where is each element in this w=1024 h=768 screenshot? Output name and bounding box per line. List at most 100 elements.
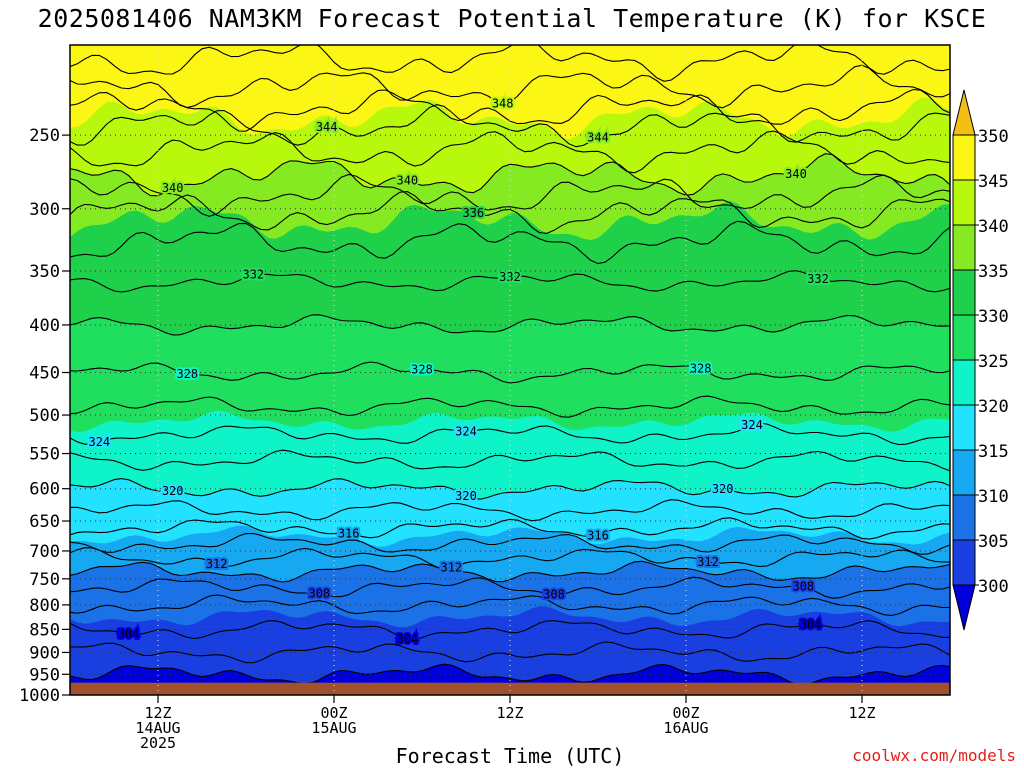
y-tick-label-650: 650 [29, 512, 60, 532]
x-tick-label-6-2: 2025 [140, 734, 176, 752]
x-tick-label-6-1: 14AUG [135, 719, 180, 737]
y-tick-label-900: 900 [29, 643, 60, 663]
colorbar-band-300 [952, 539, 976, 586]
contour-302 [70, 641, 950, 664]
contour-label-316: 316 [587, 528, 609, 542]
y-tick-label-800: 800 [29, 596, 60, 616]
y-tick-label-500: 500 [29, 406, 60, 426]
contour-label-332: 332 [499, 270, 521, 284]
contour-label-304: 304 [118, 627, 140, 641]
colorbar-label-325: 325 [978, 352, 1009, 372]
colorbar-label-305: 305 [978, 532, 1009, 552]
contour-324 [70, 422, 950, 446]
x-tick-label-30-0: 12Z [496, 704, 523, 722]
colorbar-label-345: 345 [978, 172, 1009, 192]
contour-label-328: 328 [411, 363, 433, 377]
contour-330 [70, 314, 950, 336]
y-tick-label-550: 550 [29, 445, 60, 465]
contour-312 [70, 547, 950, 569]
contour-label-344: 344 [316, 120, 338, 134]
x-tick-label-6-0: 12Z [144, 704, 171, 722]
colorbar-label-315: 315 [978, 442, 1009, 462]
contour-336 [70, 191, 950, 234]
colorbar-band-320 [952, 359, 976, 406]
colorbar-band-340 [952, 179, 976, 226]
contour-318 [70, 499, 950, 522]
y-tick-label-700: 700 [29, 542, 60, 562]
y-tick-label-750: 750 [29, 570, 60, 590]
y-tick-label-300: 300 [29, 200, 60, 220]
contour-label-332: 332 [807, 272, 829, 286]
contour-label-340: 340 [785, 167, 807, 181]
y-tick-label-600: 600 [29, 480, 60, 500]
contour-342 [70, 130, 950, 174]
contour-label-344: 344 [587, 130, 609, 144]
contour-label-308: 308 [308, 586, 330, 600]
y-tick-label-1000: 1000 [19, 686, 60, 706]
colorbar-band-330 [952, 269, 976, 316]
colorbar-label-330: 330 [978, 307, 1009, 327]
colorbar-max-arrow [952, 89, 976, 136]
colorbar-label-300: 300 [978, 577, 1009, 597]
contour-label-312: 312 [206, 557, 228, 571]
y-axis: 250 300 350 400 450 500 550 600 650 700 750 800 850 9… [19, 126, 70, 706]
contour-label-328: 328 [176, 367, 198, 381]
y-tick-label-950: 950 [29, 665, 60, 685]
colorbar-label-310: 310 [978, 487, 1009, 507]
colorbar-label-335: 335 [978, 262, 1009, 282]
contour-label-308: 308 [792, 579, 814, 593]
colorbar-band-305 [952, 494, 976, 541]
y-tick-label-350: 350 [29, 262, 60, 282]
contour-label-304: 304 [396, 632, 418, 646]
contour-label-328: 328 [690, 362, 712, 376]
colorbar-band-335 [952, 224, 976, 271]
colorbar-label-350: 350 [978, 127, 1009, 147]
contour-348 [70, 64, 950, 109]
contour-label-312: 312 [697, 555, 719, 569]
colorbar-band-315 [952, 404, 976, 451]
colorbar-min-arrow [952, 584, 976, 631]
theta-contours [70, 45, 950, 686]
contour-label-340: 340 [162, 181, 184, 195]
contour-label-312: 312 [440, 561, 462, 575]
y-tick-label-850: 850 [29, 620, 60, 640]
contour-label-320: 320 [712, 482, 734, 496]
credit-link[interactable]: coolwx.com/models [852, 746, 1016, 765]
chart-title: 2025081406 NAM3KM Forecast Potential Tem… [37, 4, 987, 33]
x-tick-label-54-0: 12Z [848, 704, 875, 722]
theta-shaded-fill [70, 45, 950, 695]
x-tick-label-18-1: 15AUG [311, 719, 356, 737]
contour-350 [70, 45, 950, 82]
contour-328 [70, 361, 950, 384]
y-tick-label-400: 400 [29, 316, 60, 336]
contour-320 [70, 478, 950, 500]
contour-label-320: 320 [455, 489, 477, 503]
y-tick-label-250: 250 [29, 126, 60, 146]
contour-304 [70, 620, 950, 641]
contour-322 [70, 449, 950, 472]
contour-332 [70, 270, 950, 293]
contour-308 [70, 576, 950, 599]
x-tick-label-42-1: 16AUG [663, 719, 708, 737]
x-tick-label-42-0: 00Z [672, 704, 699, 722]
colorbar-band-310 [952, 449, 976, 496]
contour-label-324: 324 [88, 435, 110, 449]
contour-306 [70, 594, 950, 617]
contour-346 [70, 88, 950, 132]
contour-316 [70, 517, 950, 540]
contour-label-308: 308 [543, 588, 565, 602]
x-axis-title: Forecast Time (UTC) [395, 744, 625, 768]
contour-label-348: 348 [492, 96, 514, 110]
colorbar-band-345 [952, 134, 976, 181]
contour-label-316: 316 [338, 527, 360, 541]
contour-310 [70, 560, 950, 583]
contour-label-336: 336 [462, 206, 484, 220]
colorbar-label-340: 340 [978, 217, 1009, 237]
contour-label-304: 304 [800, 618, 822, 632]
contour-340 [70, 153, 950, 197]
contour-label-324: 324 [455, 425, 477, 439]
contour-label-324: 324 [741, 418, 763, 432]
colorbar-band-325 [952, 314, 976, 361]
